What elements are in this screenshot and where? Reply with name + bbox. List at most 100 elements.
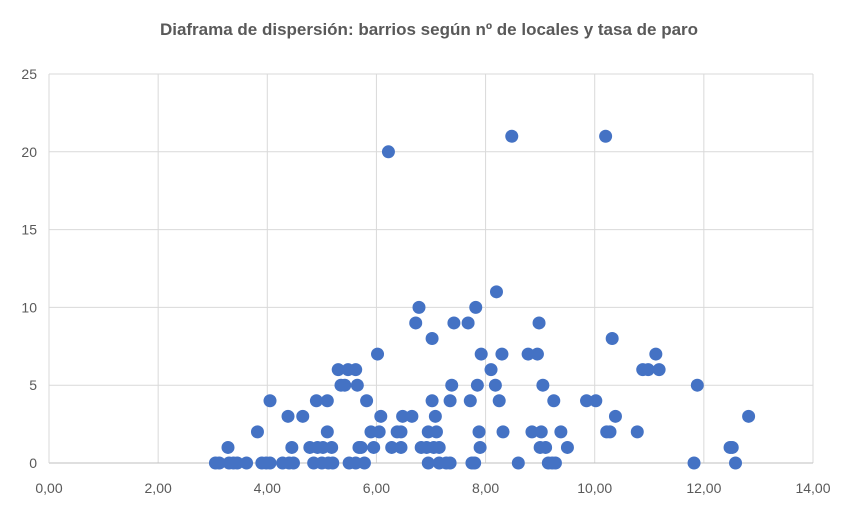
scatter-point	[725, 440, 739, 454]
data-points	[208, 129, 756, 470]
scatter-point	[338, 378, 352, 392]
scatter-point	[428, 409, 442, 423]
scatter-point	[580, 394, 594, 408]
scatter-point	[372, 425, 386, 439]
x-tick-label: 10,00	[577, 480, 612, 496]
scatter-point	[447, 316, 461, 330]
scatter-point	[350, 378, 364, 392]
scatter-point	[473, 440, 487, 454]
x-tick-label: 0,00	[35, 480, 62, 496]
scatter-point	[534, 425, 548, 439]
scatter-point	[367, 440, 381, 454]
scatter-point	[608, 409, 622, 423]
scatter-point	[463, 394, 477, 408]
scatter-point	[409, 316, 423, 330]
scatter-point	[530, 347, 544, 361]
x-tick-label: 6,00	[363, 480, 390, 496]
y-tick-label: 0	[29, 455, 37, 471]
scatter-point	[492, 394, 506, 408]
scatter-point	[421, 456, 435, 470]
x-tick-label: 14,00	[795, 480, 830, 496]
scatter-point	[536, 378, 550, 392]
scatter-point	[474, 347, 488, 361]
scatter-point	[496, 425, 510, 439]
scatter-point	[286, 456, 300, 470]
scatter-point	[605, 332, 619, 346]
scatter-point	[412, 300, 426, 314]
scatter-point	[443, 456, 457, 470]
scatter-point	[429, 425, 443, 439]
scatter-point	[472, 425, 486, 439]
scatter-point	[230, 456, 244, 470]
x-tick-label: 4,00	[254, 480, 281, 496]
scatter-point	[687, 456, 701, 470]
scatter-point	[461, 316, 475, 330]
scatter-point	[489, 285, 503, 299]
scatter-point	[521, 347, 535, 361]
scatter-point	[326, 456, 340, 470]
scatter-point	[320, 425, 334, 439]
scatter-point	[212, 456, 226, 470]
scatter-point	[469, 300, 483, 314]
scatter-point	[325, 440, 339, 454]
scatter-point	[532, 316, 546, 330]
y-tick-label: 5	[29, 377, 37, 393]
scatter-point	[505, 129, 519, 143]
scatter-point	[285, 440, 299, 454]
scatter-point	[554, 425, 568, 439]
scatter-point	[349, 363, 363, 377]
scatter-point	[371, 347, 385, 361]
scatter-point	[360, 394, 374, 408]
scatter-point	[354, 440, 368, 454]
scatter-point	[281, 409, 295, 423]
scatter-point	[548, 456, 562, 470]
scatter-point	[331, 363, 345, 377]
scatter-point	[488, 378, 502, 392]
scatter-point	[405, 409, 419, 423]
scatter-point	[547, 394, 561, 408]
x-axis-tick-labels: 0,00 2,00 4,00 6,00 8,00 10,00 12,00 14,00	[35, 480, 830, 496]
x-tick-label: 12,00	[686, 480, 721, 496]
scatter-point	[599, 129, 613, 143]
scatter-point	[425, 394, 439, 408]
x-tick-label: 8,00	[472, 480, 499, 496]
scatter-point	[309, 394, 323, 408]
scatter-point	[443, 394, 457, 408]
scatter-point	[729, 456, 743, 470]
scatter-point	[742, 409, 756, 423]
scatter-point	[263, 394, 277, 408]
scatter-point	[470, 378, 484, 392]
scatter-point	[468, 456, 482, 470]
y-tick-label: 25	[21, 66, 37, 82]
y-tick-label: 20	[21, 144, 37, 160]
scatter-point	[240, 456, 254, 470]
scatter-point	[263, 456, 277, 470]
scatter-point	[381, 145, 395, 159]
y-tick-label: 10	[21, 299, 37, 315]
chart-title: Diaframa de dispersión: barrios según nº…	[159, 20, 699, 39]
scatter-point	[603, 425, 617, 439]
scatter-point	[320, 394, 334, 408]
scatter-point	[374, 409, 388, 423]
scatter-point	[250, 425, 264, 439]
scatter-point	[525, 425, 539, 439]
scatter-point	[649, 347, 663, 361]
scatter-point	[396, 409, 410, 423]
scatter-point	[385, 440, 399, 454]
scatter-point	[296, 409, 310, 423]
scatter-point	[560, 440, 574, 454]
scatter-point	[495, 347, 509, 361]
grid-lines	[49, 73, 814, 463]
scatter-point	[394, 425, 408, 439]
scatter-point	[432, 440, 446, 454]
y-axis-tick-labels: 0 5 10 15 20 25	[21, 66, 37, 471]
scatter-point	[425, 332, 439, 346]
scatter-point	[445, 378, 459, 392]
scatter-point	[589, 394, 603, 408]
scatter-point	[641, 363, 655, 377]
scatter-point	[652, 363, 666, 377]
x-tick-label: 2,00	[145, 480, 172, 496]
scatter-point	[539, 440, 553, 454]
scatter-point	[394, 440, 408, 454]
